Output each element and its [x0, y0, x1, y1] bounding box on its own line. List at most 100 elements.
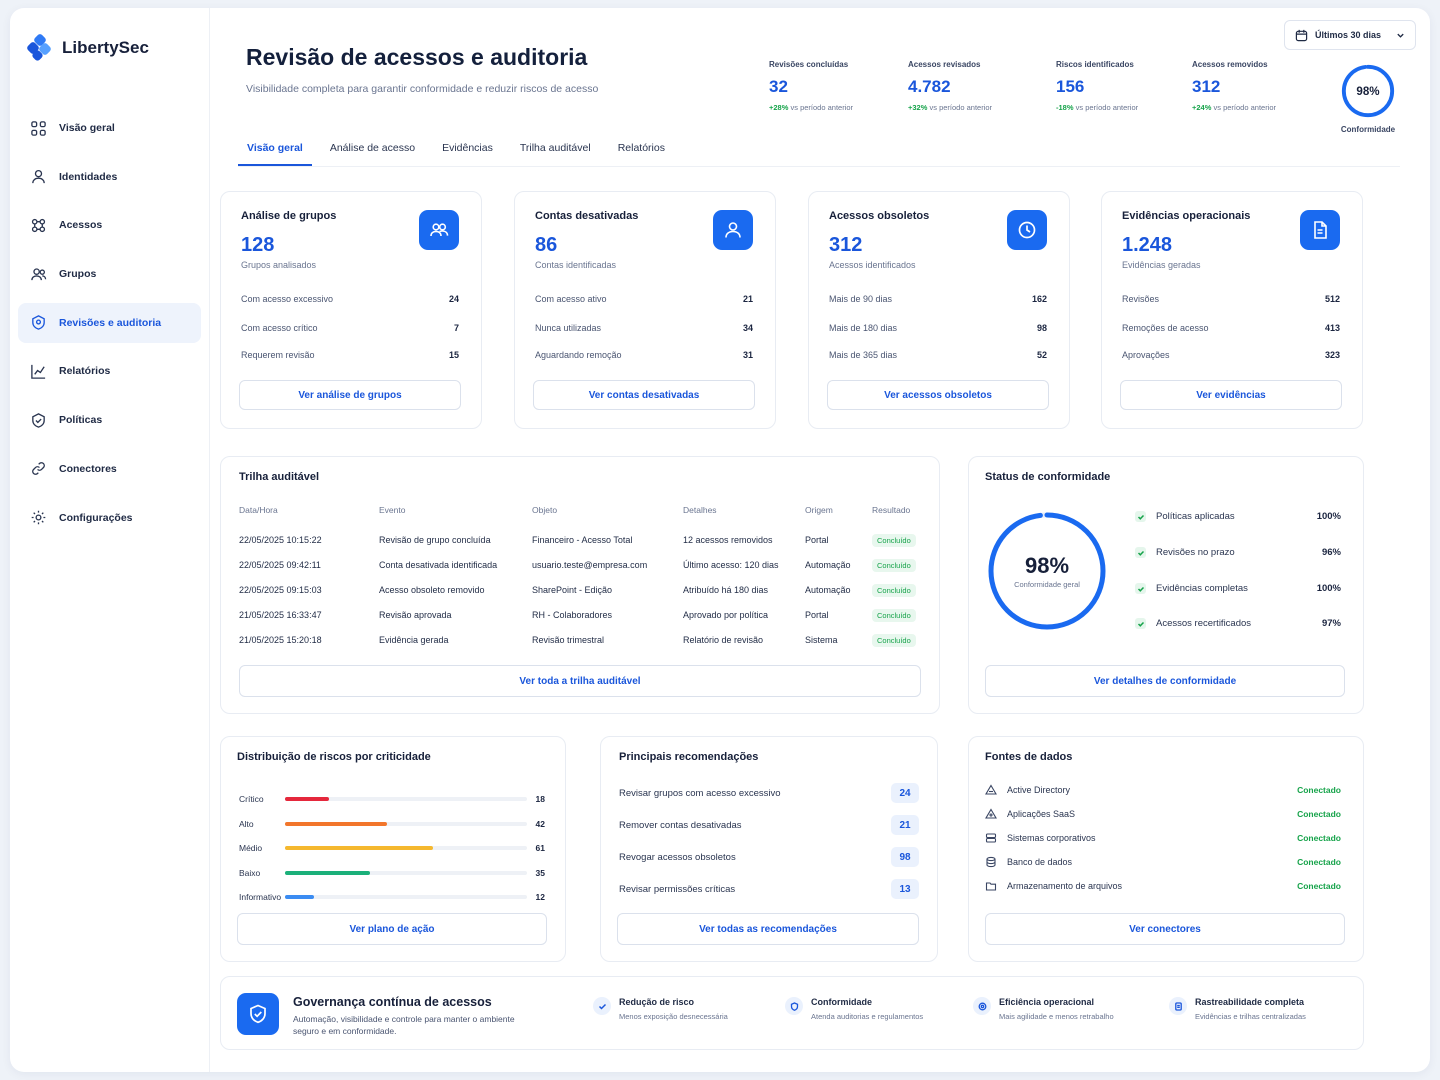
user-icon [32, 170, 45, 184]
sidebar-item-configuracoes[interactable]: Configurações [18, 498, 201, 538]
risk-bar-fill [285, 895, 315, 899]
row-label: Remoções de acesso [1122, 323, 1209, 333]
date-range-select[interactable]: Últimos 30 dias [1284, 20, 1416, 50]
table-cell: RH - Colaboradores [532, 610, 613, 620]
row-label: Com acesso ativo [535, 294, 607, 304]
banner-item-conformidade: Conformidade Atenda auditorias e regulame… [785, 997, 923, 1021]
source-item[interactable]: Aplicações SaaS Conectado [985, 808, 1341, 820]
recommendation-item[interactable]: Revisar grupos com acesso excessivo 24 [619, 783, 919, 803]
tab-analise-acesso[interactable]: Análise de acesso [329, 142, 416, 154]
table-cell: 12 acessos removidos [683, 535, 773, 545]
users-icon [31, 267, 47, 280]
ver-acessos-obsoletos-button[interactable]: Ver acessos obsoletos [827, 380, 1049, 410]
card-row: Mais de 90 dias 162 [829, 294, 1047, 304]
sidebar-item-acessos[interactable]: Acessos [18, 205, 201, 245]
target-icon [973, 997, 991, 1015]
table-cell: 21/05/2025 15:20:18 [239, 635, 322, 645]
card-value: 86 [535, 234, 558, 256]
ver-plano-acao-button[interactable]: Ver plano de ação [237, 913, 547, 945]
recommendation-label: Revisar permissões críticas [619, 883, 736, 895]
governance-banner: Governança contínua de acessos Automação… [220, 976, 1364, 1050]
compliance-item: Evidências completas 100% [1135, 583, 1341, 594]
card-subtitle: Acessos identificados [829, 260, 916, 270]
row-value: 24 [448, 294, 459, 304]
compliance-ring-label: Conformidade geral [1014, 580, 1080, 589]
recommendation-label: Remover contas desativadas [619, 819, 742, 831]
risk-value: 35 [535, 867, 545, 878]
tab-evidencias[interactable]: Evidências [442, 142, 493, 154]
card-title: Análise de grupos [241, 210, 337, 222]
risk-bar-track [285, 821, 527, 826]
sidebar-item-revisoes-auditoria[interactable]: Revisões e auditoria [18, 302, 201, 343]
card-title: Evidências operacionais [1122, 210, 1251, 222]
ver-detalhes-conformidade-button[interactable]: Ver detalhes de conformidade [985, 665, 1345, 697]
ver-trilha-auditavel-button[interactable]: Ver toda a trilha auditável [239, 665, 921, 697]
card-analise-grupos: Análise de grupos 128 Grupos analisados … [220, 191, 482, 429]
document-icon [1300, 210, 1340, 250]
check-icon [1135, 583, 1146, 594]
sidebar-item-visao-geral[interactable]: Visão geral [18, 108, 201, 148]
ver-evidencias-button[interactable]: Ver evidências [1120, 380, 1342, 410]
risk-label: Crítico [239, 794, 264, 804]
ver-analise-grupos-button[interactable]: Ver análise de grupos [239, 380, 461, 410]
card-title: Distribuição de riscos por criticidade [237, 751, 431, 763]
recommendation-count: 24 [891, 783, 919, 803]
column-header: Resultado [872, 505, 911, 515]
compliance-item-label: Políticas aplicadas [1156, 511, 1235, 522]
compliance-item-label: Acessos recertificados [1156, 618, 1252, 629]
sidebar-item-conectores[interactable]: Conectores [18, 449, 201, 489]
table-cell: Sistema [805, 635, 838, 645]
sidebar-item-grupos[interactable]: Grupos [18, 254, 201, 294]
sidebar-item-relatorios[interactable]: Relatórios [18, 351, 201, 391]
kpi-label: Acessos removidos [1192, 60, 1268, 69]
risk-bar-fill [285, 846, 433, 850]
recommendation-item[interactable]: Revogar acessos obsoletos 98 [619, 847, 919, 867]
recommendation-item[interactable]: Revisar permissões críticas 13 [619, 879, 919, 899]
tab-visao-geral[interactable]: Visão geral [238, 134, 312, 166]
table-cell: 22/05/2025 09:15:03 [239, 585, 322, 595]
kpi-acessos-removidos: Acessos removidos 312 +24% vs período an… [1192, 60, 1276, 112]
tab-trilha-auditavel[interactable]: Trilha auditável [519, 142, 591, 154]
sidebar-item-label: Políticas [59, 414, 103, 427]
kpi-delta-value: -18% [1056, 103, 1074, 112]
source-status: Conectado [1297, 857, 1341, 867]
source-item[interactable]: Banco de dados Conectado [985, 856, 1341, 868]
card-value: 312 [829, 234, 863, 256]
kpi-acessos-revisados: Acessos revisados 4.782 +32% vs período … [908, 60, 992, 112]
table-cell: Automação [805, 560, 851, 570]
banner-subtitle: Automação, visibilidade e controle para … [293, 1014, 515, 1037]
chevron-down-icon [1397, 33, 1404, 38]
page-header: Revisão de acessos e auditoria Visibilid… [236, 8, 1430, 172]
recommendation-count: 13 [891, 879, 919, 899]
row-value: 413 [1324, 323, 1340, 333]
banner-item-title: Redução de risco [619, 997, 695, 1007]
row-value: 21 [742, 294, 753, 304]
card-title: Principais recomendações [619, 751, 759, 763]
source-item[interactable]: Armazenamento de arquivos Conectado [985, 880, 1341, 892]
source-label: Banco de dados [1007, 857, 1073, 867]
date-range-value: Últimos 30 dias [1315, 30, 1382, 40]
kpi-delta-value: +28% [769, 103, 789, 112]
compliance-ring-chart: 98% Conformidade geral [988, 512, 1106, 630]
brand-name: LibertySec [62, 38, 149, 57]
conformity-ring-value: 98% [1356, 85, 1379, 98]
card-row: Nunca utilizadas 34 [535, 323, 753, 333]
status-badge: Concluído [872, 584, 916, 597]
sidebar: LibertySec Visão geral Identidades Acess… [10, 8, 210, 1072]
sidebar-item-identidades[interactable]: Identidades [18, 157, 201, 197]
recommendation-item[interactable]: Remover contas desativadas 21 [619, 815, 919, 835]
cloud-icon [985, 808, 997, 819]
source-item[interactable]: Sistemas corporativos Conectado [985, 832, 1341, 844]
ver-recomendacoes-button[interactable]: Ver todas as recomendações [617, 913, 919, 945]
banner-item-subtitle: Atenda auditorias e regulamentos [811, 1012, 924, 1021]
sidebar-nav: Visão geral Identidades Acessos Grupos R… [18, 108, 201, 538]
card-title: Status de conformidade [985, 471, 1111, 483]
ver-conectores-button[interactable]: Ver conectores [985, 913, 1345, 945]
ver-contas-desativadas-button[interactable]: Ver contas desativadas [533, 380, 755, 410]
brand[interactable]: LibertySec [18, 30, 201, 66]
sidebar-item-politicas[interactable]: Políticas [18, 400, 201, 440]
source-item[interactable]: Active Directory Conectado [985, 784, 1341, 796]
tab-relatorios[interactable]: Relatórios [617, 142, 665, 154]
status-badge: Concluído [872, 559, 916, 572]
card-acessos-obsoletos: Acessos obsoletos 312 Acessos identifica… [808, 191, 1070, 429]
